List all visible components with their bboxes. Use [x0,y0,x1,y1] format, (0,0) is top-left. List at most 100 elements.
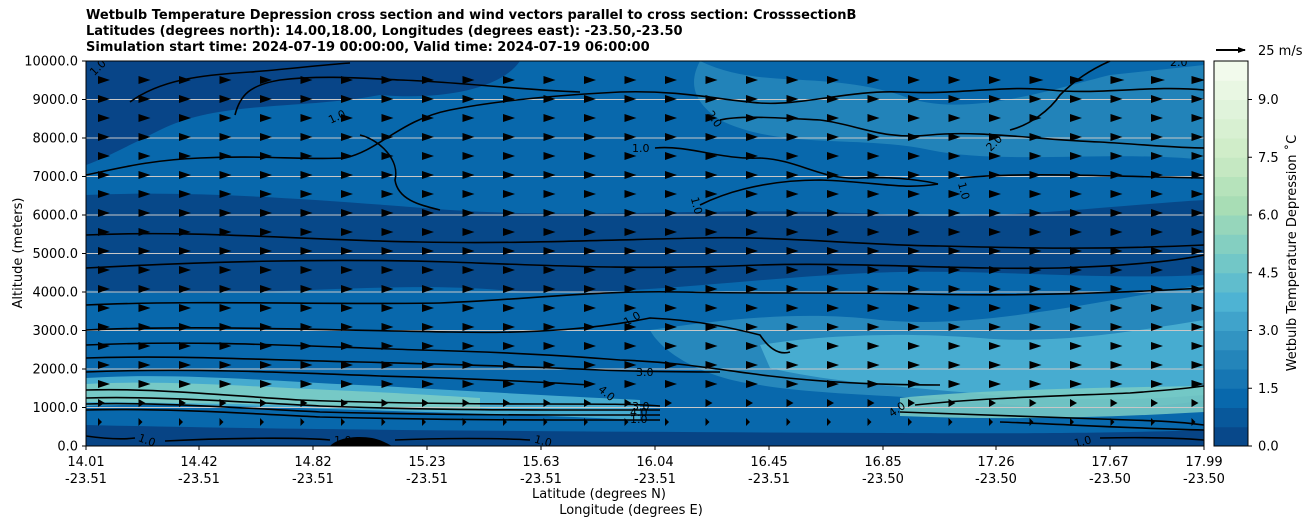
terrain-bump [330,436,392,446]
wind-vector [462,418,467,426]
wind-vector [543,285,556,293]
wind-vector [1070,266,1082,274]
wind-vector [219,209,232,217]
contour-lines [86,61,1204,442]
wind-vector [138,171,151,179]
wind-vector [1191,247,1204,255]
wind-vector [705,266,718,274]
wind-vector [543,209,556,217]
wind-vector [260,266,272,274]
wind-vector [867,228,880,236]
wind-vector [381,95,394,103]
wind-vector [1151,342,1163,350]
wind-vector [827,171,839,179]
wind-vector [503,266,515,274]
x-tick-label-lon: -23.51 [748,472,790,487]
wind-vector [705,95,718,103]
wind-vector [786,76,799,84]
wind-vector [1070,361,1082,369]
wind-vector [827,266,839,274]
wind-vector [300,323,313,331]
wind-vector [1110,133,1123,141]
wind-vector [462,114,475,122]
wind-vector [98,228,110,236]
wind-vector [786,323,799,331]
wind-vector [260,285,272,293]
contour-line [1009,61,1111,131]
wind-vector [98,361,110,369]
wind-vector [705,380,718,388]
wind-vector [989,133,1001,141]
wind-vector [260,323,272,331]
x-tick-label-lon: -23.51 [520,472,562,487]
wind-vector [98,152,110,160]
wind-vector [543,418,548,426]
wind-vector [381,152,394,160]
contour-line [86,342,941,386]
wind-vector [1151,190,1163,198]
wind-vector [1029,209,1042,217]
wind-vector [746,95,758,103]
wind-vector [462,228,475,236]
wind-vector [867,133,880,141]
wind-vector [1029,114,1042,122]
wind-vector [1151,266,1163,274]
x-axis: 14.01 -23.51 14.42 -23.51 14.82 -23.51 15.23 -2… [65,446,1225,487]
wind-vector [341,266,353,274]
wind-vector [908,266,920,274]
wind-vector [948,304,961,312]
wind-vector [624,418,629,426]
wind-vector [462,171,475,179]
wind-vector [786,209,799,217]
field-band-right-green [900,386,1204,419]
wind-vector [705,133,718,141]
y-tick-label: 2000.0 [33,363,79,378]
wind-vector [422,76,434,84]
wind-vector [1029,361,1042,369]
wind-vector [665,76,677,84]
wind-vector [948,152,961,160]
contour-label: 1.0 [688,195,705,215]
wind-vector [98,380,110,388]
wind-vector [827,76,839,84]
wind-vector [665,190,677,198]
wind-vector [98,76,110,84]
wind-vector [179,247,191,255]
wind-vector [300,190,313,198]
wind-vector [948,228,961,236]
wind-vector [989,247,1001,255]
wind-vector [1070,304,1082,312]
wind-vector [341,152,353,160]
colorbar-step [1214,195,1248,216]
wind-vector [665,342,677,350]
wind-vector [219,418,224,426]
wind-vector [1029,380,1042,388]
wind-vector [1151,114,1163,122]
wind-vector [1110,342,1123,350]
wind-vector [503,418,507,426]
wind-vector [462,342,475,350]
wind-vector [179,76,191,84]
wind-vector [462,361,475,369]
colorbar-label: Wetbulb Temperature Depression ˚C [1284,135,1300,372]
wind-vector [624,247,637,255]
wind-vector [827,285,839,293]
x-tick-label-lat: 17.26 [977,455,1014,470]
wind-vector [1070,285,1082,293]
wind-vector [948,190,961,198]
colorbar-tick-label: 6.0 [1258,209,1279,224]
wind-vector [989,152,1001,160]
x-axis-label-lon: Longitude (degrees E) [559,503,703,518]
wind-vector [1151,209,1163,217]
contour-line [86,408,660,421]
wind-vector [462,133,475,141]
wind-vector [705,228,718,236]
wind-vector [624,266,637,274]
wind-vectors [98,76,1204,426]
wind-vector [260,304,272,312]
wind-vector [503,76,515,84]
wind-vector [1191,228,1204,236]
wind-vector [219,171,232,179]
wind-vector [624,342,637,350]
